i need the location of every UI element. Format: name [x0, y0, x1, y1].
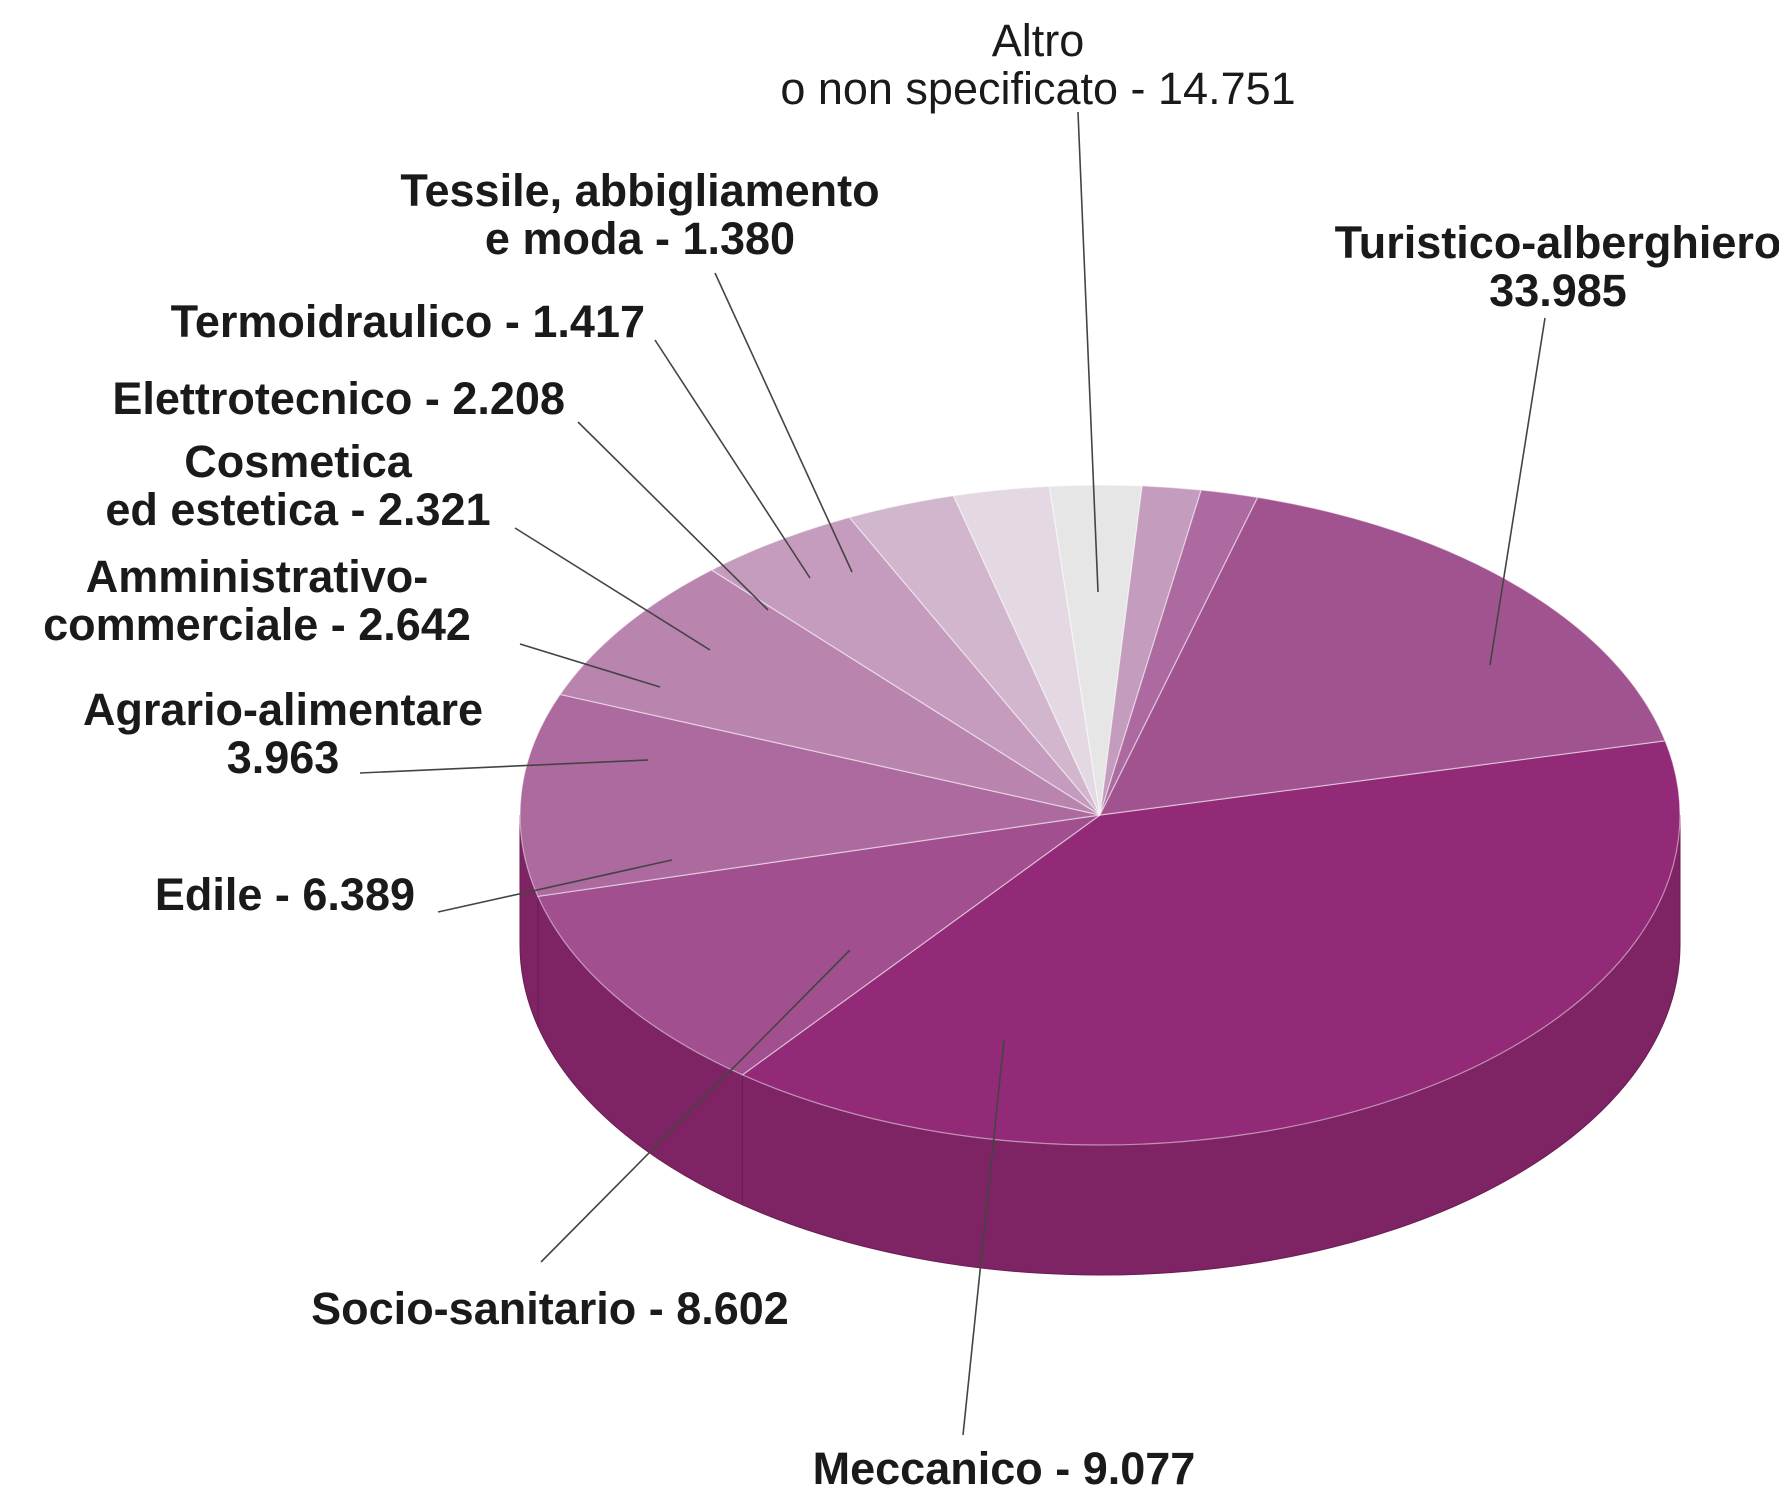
leader-line-termoidraulico: [654, 339, 811, 579]
slice-label-line: commerciale - 2.642: [43, 599, 471, 650]
slice-label-altro-o-non-specificato: Altro o non specificato - 14.751: [780, 15, 1295, 114]
pie-slice-turistico-alberghiero: [741, 740, 1681, 1146]
leader-line-amministrativo-commerciale: [519, 643, 661, 688]
slice-label-line: Agrario-alimentare: [83, 684, 483, 735]
slice-label-line: Altro: [992, 15, 1085, 66]
slice-label-line: Socio-sanitario - 8.602: [311, 1283, 789, 1334]
slice-label-edile: Edile - 6.389: [155, 869, 415, 920]
slice-label-socio-sanitario: Socio-sanitario - 8.602: [311, 1283, 789, 1334]
leader-line-elettrotecnico: [577, 421, 769, 611]
slice-label-line: Tessile, abbigliamento: [400, 165, 879, 216]
leader-line-altro-o-non-specificato: [1077, 111, 1099, 593]
leader-line-cosmetica-ed-estetica: [514, 527, 711, 651]
pie-slice-altro-o-non-specificato: [1098, 496, 1666, 816]
pie-slice-socio-sanitario: [519, 693, 1101, 897]
slice-label-line: Cosmetica: [184, 436, 413, 487]
slice-labels: Turistico-alberghiero 33.985 Meccanico - 9…: [43, 15, 1779, 1494]
leader-line-turistico-alberghiero: [1489, 317, 1546, 666]
slice-label-line: e moda - 1.380: [485, 213, 795, 264]
slice-label-line: Amministrativo-: [86, 551, 429, 602]
leader-line-meccanico: [962, 1039, 1005, 1436]
leader-line-tessile-abbigliamento-e-moda: [714, 272, 853, 573]
slice-label-line: Elettrotecnico - 2.208: [112, 373, 565, 424]
slice-label-turistico-alberghiero: Turistico-alberghiero 33.985: [1335, 217, 1779, 316]
slice-label-line: Turistico-alberghiero: [1335, 217, 1779, 268]
slice-label-meccanico: Meccanico - 9.077: [813, 1443, 1196, 1494]
slice-label-cosmetica-ed-estetica: Cosmetica ed estetica - 2.321: [105, 436, 490, 535]
slice-label-line: Termoidraulico - 1.417: [171, 296, 645, 347]
slice-label-termoidraulico: Termoidraulico - 1.417: [171, 296, 645, 347]
leader-line-agrario-alimentare: [359, 759, 649, 774]
slice-label-line: 33.985: [1489, 265, 1627, 316]
pie-slice-agrario-alimentare: [710, 516, 1101, 816]
leader-line-socio-sanitario: [540, 949, 851, 1263]
slice-label-amministrativo-commerciale: Amministrativo-commerciale - 2.642: [43, 551, 471, 650]
slice-label-agrario-alimentare: Agrario-alimentare 3.963: [83, 684, 483, 783]
leader-lines: [359, 111, 1546, 1436]
slice-label-line: ed estetica - 2.321: [105, 484, 490, 535]
slice-label-line: 3.963: [227, 732, 340, 783]
slice-label-line: Meccanico - 9.077: [813, 1443, 1196, 1494]
slice-label-tessile-abbigliamento-e-moda: Tessile, abbigliamento e moda - 1.380: [400, 165, 879, 264]
pie-slice-meccanico: [537, 814, 1101, 1076]
slice-label-line: o non specificato - 14.751: [780, 63, 1295, 114]
slice-label-elettrotecnico: Elettrotecnico - 2.208: [112, 373, 565, 424]
pie-top: [519, 484, 1681, 1146]
pie-slice-edile: [559, 569, 1101, 816]
slice-label-line: Edile - 6.389: [155, 869, 415, 920]
leader-line-edile: [437, 859, 673, 913]
